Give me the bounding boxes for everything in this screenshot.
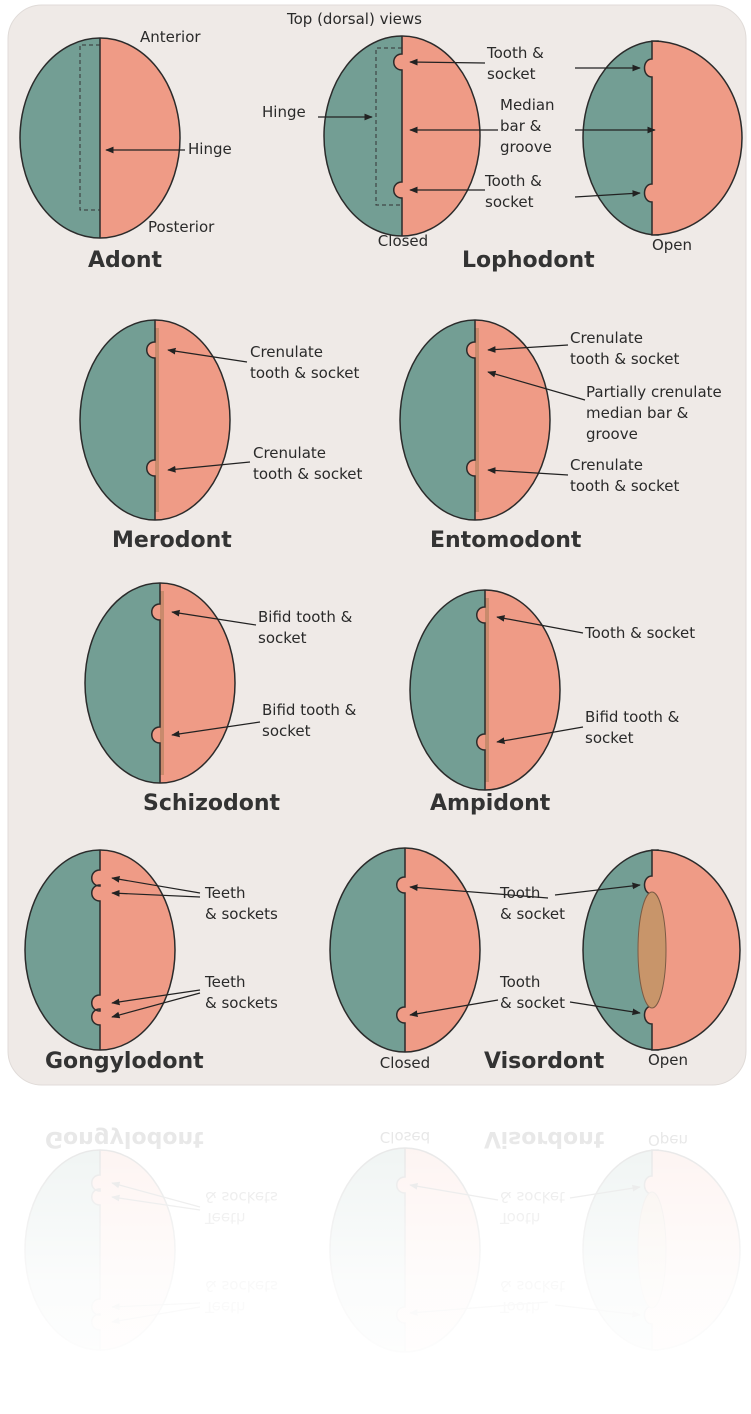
panel-name: Gongylodont — [45, 1049, 204, 1074]
label-line: Posterior — [148, 218, 215, 236]
label-line: median bar & — [586, 404, 689, 422]
label: Open — [648, 1051, 688, 1069]
header-title: Top (dorsal) views — [286, 10, 422, 28]
label-line: tooth & socket — [250, 364, 359, 382]
label-line: Hinge — [188, 140, 232, 158]
label-line: Open — [652, 236, 692, 254]
label: Posterior — [148, 218, 215, 236]
label-line: Tooth & — [484, 172, 542, 190]
label-line: & socket — [500, 994, 565, 1012]
label: Tooth & socket — [584, 624, 695, 642]
label-line: Median — [500, 96, 555, 114]
visor — [638, 892, 666, 1008]
panel-name: Schizodont — [143, 791, 281, 816]
label-line: tooth & socket — [253, 465, 362, 483]
label-line: Hinge — [262, 103, 306, 121]
label-line: Bifid tooth & — [262, 701, 357, 719]
label-line: socket — [485, 193, 534, 211]
label-line: socket — [258, 629, 307, 647]
label-line: Teeth — [204, 884, 245, 902]
label-line: Crenulate — [253, 444, 326, 462]
label-line: Bifid tooth & — [258, 608, 353, 626]
label: Anterior — [140, 28, 201, 46]
label-line: Tooth — [499, 884, 540, 902]
label-line: groove — [586, 425, 638, 443]
panel-name: Visordont — [484, 1049, 605, 1074]
label-line: Crenulate — [570, 456, 643, 474]
panel-name: Lophodont — [462, 248, 595, 273]
label-line: socket — [262, 722, 311, 740]
label-line: socket — [585, 729, 634, 747]
label-line: & socket — [500, 905, 565, 923]
diagram: Top (dorsal) views Adont Anterior Hinge Pos… — [0, 0, 751, 1410]
label-line: Tooth & socket — [584, 624, 695, 642]
panel-name: Ampidont — [430, 791, 551, 816]
label-line: Closed — [378, 232, 428, 250]
label-line: Anterior — [140, 28, 201, 46]
label-line: Closed — [380, 1054, 430, 1072]
label: Hinge — [188, 140, 232, 158]
label-line: groove — [500, 138, 552, 156]
label-line: & sockets — [205, 905, 278, 923]
page: Top (dorsal) views Adont Anterior Hinge Pos… — [0, 0, 751, 1410]
panel-name: Entomodont — [430, 528, 582, 553]
label-line: socket — [487, 65, 536, 83]
label: Open — [652, 236, 692, 254]
label-line: Bifid tooth & — [585, 708, 680, 726]
label-line: Partially crenulate — [586, 383, 722, 401]
label-line: Teeth — [204, 973, 245, 991]
bottom-row: Gongylodont Teeth & sockets Teeth & sockets V… — [25, 848, 740, 1074]
label-line: Tooth & — [486, 44, 544, 62]
label: Closed — [378, 232, 428, 250]
label: Hinge — [262, 103, 306, 121]
panel-name: Adont — [88, 248, 163, 273]
label-line: tooth & socket — [570, 350, 679, 368]
label: Closed — [380, 1054, 430, 1072]
label-line: Crenulate — [570, 329, 643, 347]
label-line: Crenulate — [250, 343, 323, 361]
label-line: tooth & socket — [570, 477, 679, 495]
panel-name: Merodont — [112, 528, 232, 553]
reflection-fade — [0, 1090, 751, 1410]
label-line: & sockets — [205, 994, 278, 1012]
label-line: bar & — [500, 117, 542, 135]
label-line: Tooth — [499, 973, 540, 991]
label-line: Open — [648, 1051, 688, 1069]
